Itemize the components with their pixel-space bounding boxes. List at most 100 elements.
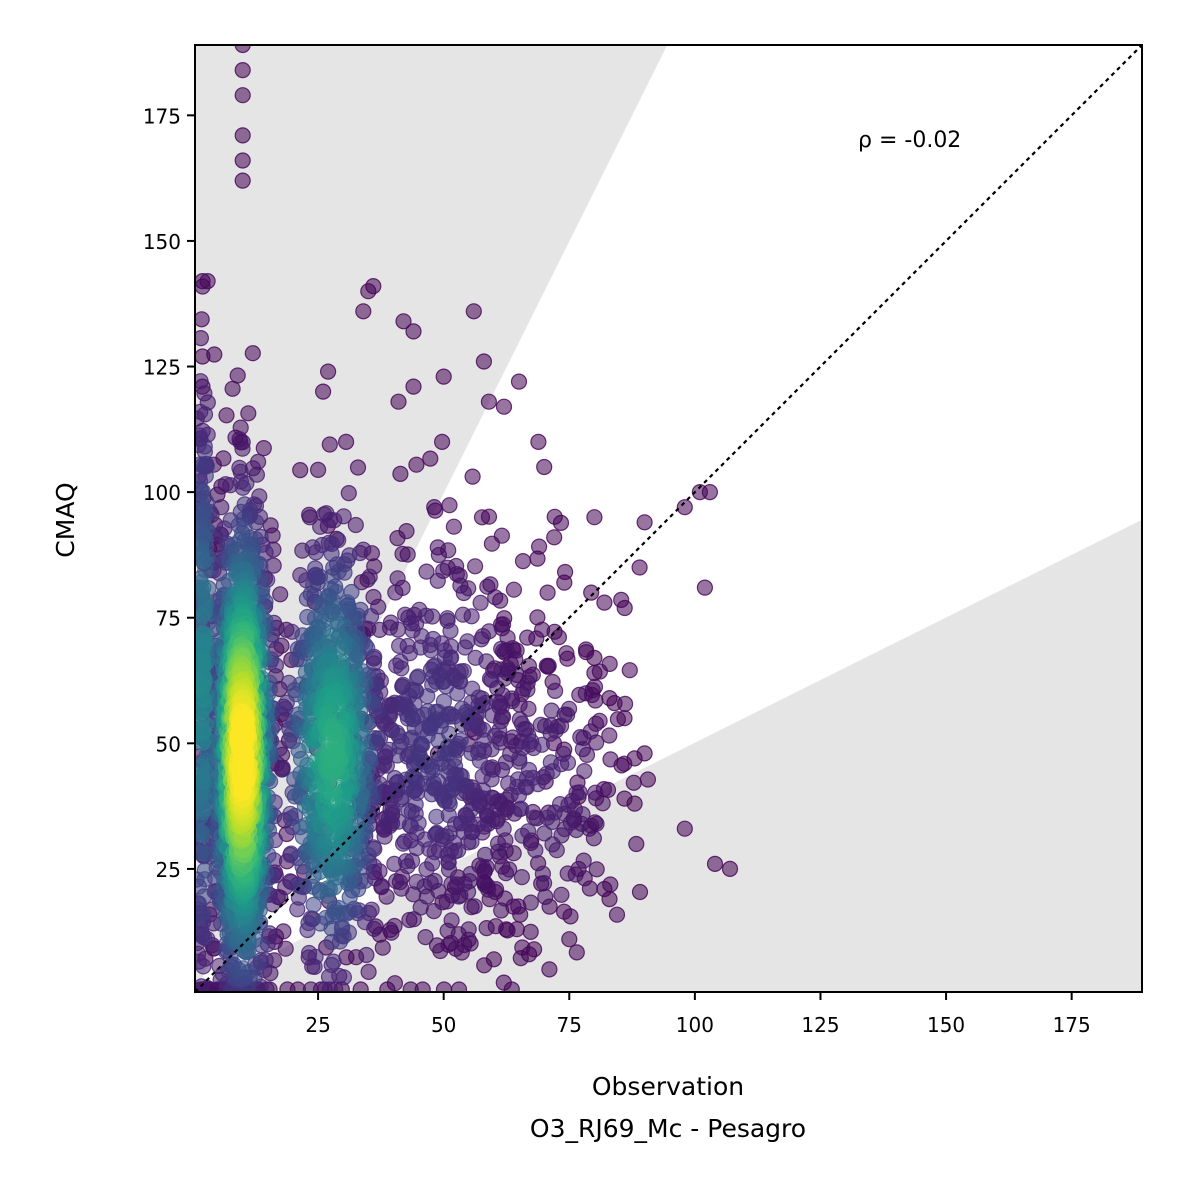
data-point xyxy=(527,842,544,859)
data-point xyxy=(676,820,693,837)
data-point xyxy=(558,645,575,662)
data-point xyxy=(462,865,479,883)
y-tick-label: 50 xyxy=(156,732,181,756)
data-point xyxy=(390,393,407,410)
data-point xyxy=(524,769,542,787)
data-point xyxy=(543,702,560,719)
data-point xyxy=(631,559,648,576)
data-point xyxy=(636,514,653,531)
data-point xyxy=(463,898,480,916)
data-point xyxy=(626,795,643,812)
data-point xyxy=(234,45,251,54)
data-point xyxy=(392,465,409,482)
data-point xyxy=(467,558,484,575)
data-point xyxy=(224,380,241,397)
data-point xyxy=(465,303,482,320)
data-point xyxy=(454,606,472,623)
data-point xyxy=(701,484,719,501)
data-point xyxy=(386,975,403,992)
data-point xyxy=(562,908,579,925)
data-point xyxy=(481,670,499,687)
data-point xyxy=(307,948,324,965)
data-point xyxy=(394,579,411,597)
data-point xyxy=(355,303,372,320)
data-point xyxy=(473,631,490,648)
data-point xyxy=(639,771,657,788)
data-point xyxy=(578,643,595,661)
data-point xyxy=(483,535,500,552)
data-point xyxy=(255,440,272,457)
data-point xyxy=(609,711,627,728)
data-point xyxy=(428,937,446,954)
data-point xyxy=(234,87,251,104)
data-point xyxy=(443,875,460,893)
data-point xyxy=(315,383,332,400)
data-point xyxy=(414,981,431,992)
data-point xyxy=(616,695,634,713)
data-point xyxy=(272,586,289,603)
data-point xyxy=(274,760,291,778)
data-point xyxy=(477,846,494,863)
data-point xyxy=(195,758,210,775)
data-point xyxy=(321,436,338,453)
data-point xyxy=(534,865,552,882)
data-point xyxy=(430,732,447,750)
data-point xyxy=(591,663,609,680)
shaded-region-under xyxy=(195,519,1142,992)
data-point xyxy=(435,368,452,385)
data-point xyxy=(399,546,416,563)
data-point xyxy=(312,518,329,535)
data-point xyxy=(427,502,444,519)
data-point xyxy=(405,323,422,340)
data-point xyxy=(305,896,322,914)
data-point xyxy=(676,499,693,516)
data-point xyxy=(234,172,251,189)
data-point xyxy=(326,512,343,529)
data-point xyxy=(361,568,378,585)
data-point xyxy=(464,468,481,485)
data-point xyxy=(616,599,633,617)
data-point xyxy=(434,433,451,450)
data-point xyxy=(234,127,251,144)
data-point xyxy=(542,725,559,742)
data-point xyxy=(530,433,547,450)
y-tick-label: 25 xyxy=(156,858,181,882)
data-point xyxy=(302,981,319,992)
data-point xyxy=(537,888,554,906)
x-tick-label: 175 xyxy=(1053,1013,1091,1037)
data-point xyxy=(428,808,445,825)
data-point xyxy=(473,509,491,526)
data-point xyxy=(544,836,561,853)
data-point xyxy=(520,823,537,840)
data-point xyxy=(476,957,493,974)
data-point xyxy=(455,584,472,602)
data-point xyxy=(526,809,543,826)
data-point xyxy=(393,660,410,677)
data-point xyxy=(583,584,600,601)
data-point xyxy=(628,835,645,853)
data-point xyxy=(445,518,462,535)
data-point xyxy=(408,873,425,891)
data-point xyxy=(430,546,447,564)
x-axis-title: Observation xyxy=(592,1072,744,1101)
data-point xyxy=(395,313,412,330)
data-point xyxy=(374,939,391,956)
x-tick-label: 150 xyxy=(927,1013,965,1037)
data-point xyxy=(493,640,510,657)
data-point xyxy=(349,459,367,476)
data-point xyxy=(195,553,212,570)
data-point xyxy=(234,744,251,761)
data-point xyxy=(596,594,613,611)
y-tick-label: 125 xyxy=(143,356,181,380)
data-point xyxy=(419,688,436,705)
data-point xyxy=(561,931,578,948)
x-tick-label: 50 xyxy=(431,1013,456,1037)
x-axis-subtitle: O3_RJ69_Mc - Pesagro xyxy=(530,1114,806,1143)
data-point xyxy=(457,806,474,824)
data-point xyxy=(475,353,492,370)
data-point xyxy=(431,750,448,768)
data-point xyxy=(340,485,357,502)
data-point xyxy=(195,311,210,328)
data-point xyxy=(441,497,458,514)
data-point xyxy=(536,825,553,842)
